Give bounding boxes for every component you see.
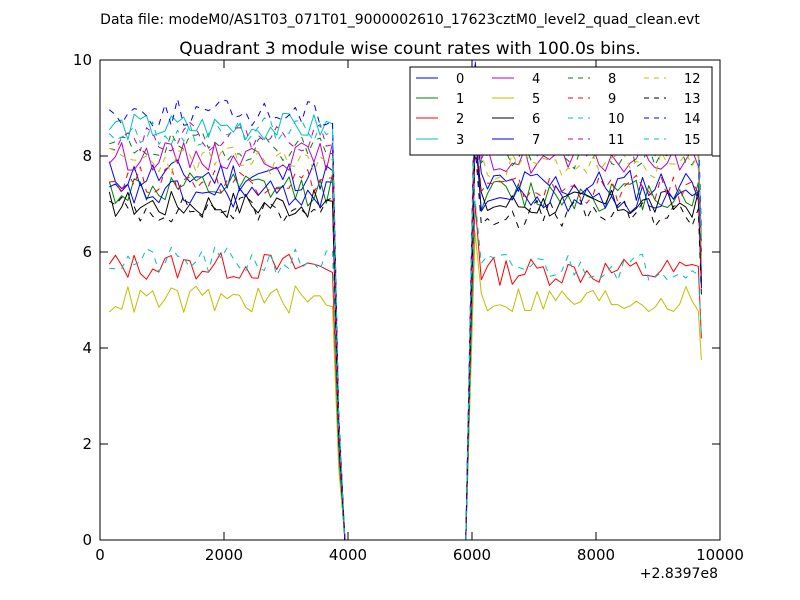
legend-label: 1 [456, 92, 464, 107]
series-line-6 [108, 136, 702, 540]
series-line-8 [109, 88, 702, 540]
legend-item-11: 11 [568, 133, 625, 148]
legend-item-2: 2 [416, 112, 464, 127]
x-offset-label: +2.8397e8 [640, 566, 718, 582]
series-line-10 [109, 198, 702, 540]
series-line-2 [108, 203, 702, 540]
series-line-12 [109, 97, 702, 540]
legend-item-0: 0 [416, 72, 464, 87]
y-tick-label: 4 [82, 339, 92, 357]
legend-item-6: 6 [492, 112, 540, 127]
chart-title: Quadrant 3 module wise count rates with … [179, 39, 640, 59]
series-line-9 [109, 121, 702, 540]
legend-label: 13 [684, 92, 701, 107]
legend-item-12: 12 [644, 72, 701, 87]
x-tick-label: 0 [95, 546, 105, 564]
legend-label: 14 [684, 112, 701, 127]
y-tick-label: 6 [82, 243, 92, 261]
legend-item-1: 1 [416, 92, 464, 107]
figure-suptitle: Data file: modeM0/AS1T03_071T01_90000026… [100, 12, 700, 28]
legend-label: 11 [608, 133, 625, 148]
series-line-4 [108, 93, 702, 540]
y-tick-label: 10 [73, 51, 92, 69]
legend-label: 3 [456, 133, 464, 148]
x-tick-label: 2000 [205, 546, 243, 564]
legend-label: 6 [532, 112, 540, 127]
legend-label: 5 [532, 92, 540, 107]
series-line-7 [109, 131, 702, 540]
legend-item-10: 10 [568, 112, 625, 127]
x-tick-label: 10000 [696, 546, 744, 564]
legend-label: 9 [608, 92, 616, 107]
series-line-5 [108, 232, 702, 540]
y-tick-label: 2 [82, 435, 92, 453]
legend-label: 12 [684, 72, 701, 87]
legend-label: 4 [532, 72, 540, 87]
legend-item-3: 3 [416, 133, 464, 148]
axes-frame [99, 59, 721, 541]
legend-label: 8 [608, 72, 616, 87]
x-tick-label: 8000 [577, 546, 615, 564]
series-line-1 [108, 126, 702, 540]
series-line-0 [108, 117, 702, 540]
legend-label: 10 [608, 112, 625, 127]
legend-box [409, 66, 713, 156]
legend-item-14: 14 [644, 112, 701, 127]
legend-item-13: 13 [644, 92, 701, 107]
legend-item-8: 8 [568, 72, 616, 87]
legend-item-15: 15 [644, 133, 701, 148]
legend-item-9: 9 [568, 92, 616, 107]
series-line-13 [109, 145, 702, 540]
y-tick-label: 0 [82, 531, 92, 549]
legend-item-4: 4 [492, 72, 540, 87]
legend-label: 15 [684, 133, 701, 148]
x-tick-label: 6000 [453, 546, 491, 564]
legend-label: 7 [532, 133, 540, 148]
legend-item-7: 7 [492, 133, 540, 148]
legend-label: 2 [456, 112, 464, 127]
y-tick-label: 8 [82, 147, 92, 165]
legend-item-5: 5 [492, 92, 540, 107]
legend-label: 0 [456, 72, 464, 87]
x-tick-label: 4000 [329, 546, 367, 564]
